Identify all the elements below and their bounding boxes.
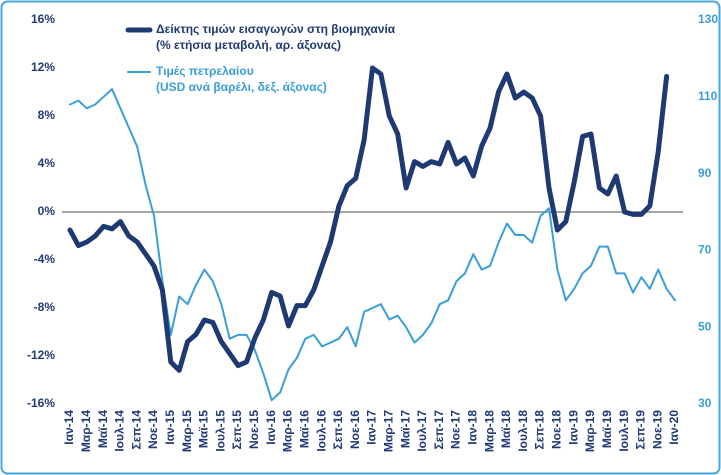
y-tick-label: 4% [38,156,56,170]
y-tick-label: -12% [27,348,55,362]
x-tick-label: Ιαν-15 [163,410,177,445]
x-tick-label: Ιαν-16 [264,410,278,445]
x-tick-label: Μαϊ-18 [499,410,513,448]
x-tick-label: Σεπ-17 [432,410,446,450]
x-tick-label: Νοε-15 [247,410,261,449]
x-tick-label: Σεπ-15 [230,410,244,450]
y-tick-label: 12% [31,60,55,74]
y-tick-label: 16% [31,12,55,26]
x-tick-label: Ιουλ-15 [213,410,227,452]
x-tick-label: Μαϊ-14 [96,410,110,448]
x-tick-label: Ιουλ-14 [113,410,127,452]
x-tick-label: Νοε-16 [348,410,362,449]
x-tick-label: Σεπ-14 [129,410,143,450]
x-tick-label: Μαρ-14 [79,410,93,452]
x-tick-label: Ιουλ-17 [415,410,429,452]
x-tick-label: Ιαν-19 [566,410,580,445]
x-tick-label: Μαρ-16 [281,410,295,452]
x-tick-label: Μαρ-18 [482,410,496,452]
x-tick-label: Σεπ-18 [533,410,547,450]
y2-tick-label: 50 [698,319,712,333]
x-tick-label: Μαϊ-15 [197,410,211,448]
x-tick-label: Μαϊ-16 [297,410,311,448]
y-tick-label: -8% [34,300,56,314]
y2-tick-label: 70 [698,243,712,257]
x-tick-label: Μαρ-19 [583,410,597,452]
x-tick-label: Ιουλ-16 [314,410,328,452]
x-tick-label: Νοε-19 [650,410,664,449]
x-tick-label: Ιαν-18 [466,410,480,445]
x-tick-label: Ιουλ-18 [516,410,530,452]
x-tick-label: Σεπ-16 [331,410,345,450]
x-tick-label: Σεπ-19 [634,410,648,450]
x-tick-label: Μαρ-15 [180,410,194,452]
y-tick-label: 8% [38,108,56,122]
legend-sublabel: (% ετήσια μεταβολή, αρ. άξονας) [156,38,341,52]
x-tick-label: Νοε-17 [449,410,463,449]
x-tick-label: Μαϊ-19 [600,410,614,448]
x-tick-label: Ιουλ-19 [617,410,631,452]
y-tick-label: -16% [27,396,55,410]
series-line [67,65,670,373]
x-tick-label: Νοε-14 [146,410,160,449]
x-tick-label: Μαϊ-17 [398,410,412,448]
y-tick-label: 0% [38,204,56,218]
legend-label: Δείκτης τιμών εισαγωγών στη βιομηχανία [156,22,396,36]
x-tick-label: Μαρ-17 [381,410,395,452]
x-tick-label: Ιαν-17 [365,410,379,445]
legend-sublabel: (USD ανά βαρέλι, δεξ. άξονας) [156,80,327,94]
legend-label: Τιμές πετρελαίου [156,64,254,78]
x-tick-label: Ιαν-20 [667,410,681,445]
y2-tick-label: 30 [698,396,712,410]
y2-tick-label: 90 [698,166,712,180]
x-tick-label: Ιαν-14 [62,410,76,445]
y2-tick-label: 130 [698,12,718,26]
y2-tick-label: 110 [698,89,718,103]
x-tick-label: Νοε-18 [550,410,564,449]
series-line [69,88,676,402]
y-tick-label: -4% [34,252,56,266]
